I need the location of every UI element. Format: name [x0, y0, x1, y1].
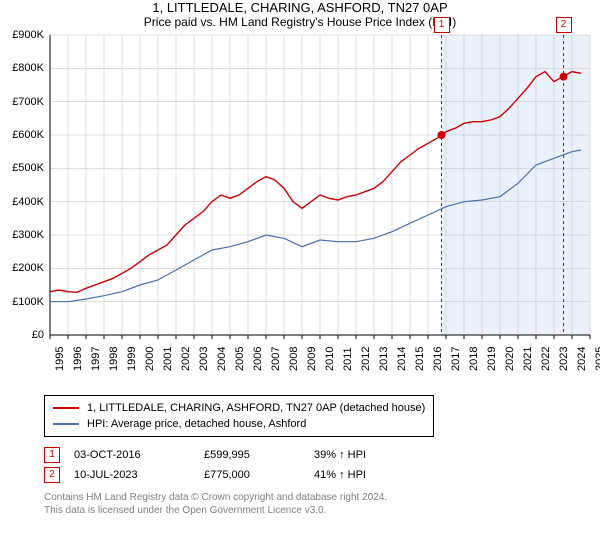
x-axis-label: 2022	[540, 347, 552, 371]
transaction-marker: 1	[44, 447, 60, 463]
legend-label: 1, LITTLEDALE, CHARING, ASHFORD, TN27 0A…	[87, 400, 425, 416]
x-axis-label: 2000	[144, 347, 156, 371]
x-axis-label: 2025	[594, 347, 600, 371]
y-axis-label: £900K	[0, 29, 44, 41]
transaction-pct: 39% ↑ HPI	[314, 449, 414, 461]
x-axis-label: 2010	[324, 347, 336, 371]
y-axis-label: £0	[0, 329, 44, 341]
y-axis-label: £100K	[0, 296, 44, 308]
x-axis-label: 2013	[378, 347, 390, 371]
page-title: 1, LITTLEDALE, CHARING, ASHFORD, TN27 0A…	[0, 0, 600, 15]
y-axis-label: £200K	[0, 262, 44, 274]
legend-swatch	[53, 407, 79, 409]
footer-attribution: Contains HM Land Registry data © Crown c…	[44, 491, 600, 517]
x-axis-label: 2017	[450, 347, 462, 371]
y-axis-label: £600K	[0, 129, 44, 141]
x-axis-label: 2016	[432, 347, 444, 371]
x-axis-label: 1996	[72, 347, 84, 371]
x-axis-label: 1998	[108, 347, 120, 371]
y-axis-label: £300K	[0, 229, 44, 241]
x-axis-label: 2011	[342, 347, 354, 371]
x-axis-label: 2003	[198, 347, 210, 371]
x-axis-label: 2014	[396, 347, 408, 371]
transaction-date: 10-JUL-2023	[74, 469, 204, 481]
x-axis-label: 2012	[360, 347, 372, 371]
chart-legend: 1, LITTLEDALE, CHARING, ASHFORD, TN27 0A…	[44, 395, 434, 437]
legend-item: 1, LITTLEDALE, CHARING, ASHFORD, TN27 0A…	[53, 400, 425, 416]
y-axis-label: £400K	[0, 196, 44, 208]
chart-marker-label: 2	[556, 17, 572, 33]
x-axis-label: 2005	[234, 347, 246, 371]
y-axis-label: £700K	[0, 96, 44, 108]
x-axis-label: 2020	[504, 347, 516, 371]
transaction-row: 2 10-JUL-2023£775,00041% ↑ HPI	[44, 465, 600, 485]
x-axis-label: 1995	[54, 347, 66, 371]
x-axis-label: 2015	[414, 347, 426, 371]
x-axis-label: 2023	[558, 347, 570, 371]
x-axis-label: 2008	[288, 347, 300, 371]
transaction-pct: 41% ↑ HPI	[314, 469, 414, 481]
x-axis-label: 2024	[576, 347, 588, 371]
legend-swatch	[53, 423, 79, 425]
x-axis-label: 2018	[468, 347, 480, 371]
x-axis-label: 2019	[486, 347, 498, 371]
transaction-marker: 2	[44, 467, 60, 483]
x-axis-label: 1997	[90, 347, 102, 371]
transaction-row: 1 03-OCT-2016£599,99539% ↑ HPI	[44, 445, 600, 465]
x-axis-label: 2006	[252, 347, 264, 371]
footer-line: Contains HM Land Registry data © Crown c…	[44, 491, 600, 504]
footer-line: This data is licensed under the Open Gov…	[44, 504, 600, 517]
y-axis-label: £500K	[0, 162, 44, 174]
page-subtitle: Price paid vs. HM Land Registry's House …	[0, 15, 600, 29]
legend-label: HPI: Average price, detached house, Ashf…	[87, 416, 306, 432]
legend-item: HPI: Average price, detached house, Ashf…	[53, 416, 425, 432]
x-axis-label: 2004	[216, 347, 228, 371]
price-chart: £0 £100K £200K £300K £400K £500K £600K £700K £80…	[0, 29, 600, 389]
transaction-price: £599,995	[204, 449, 314, 461]
x-axis-label: 2002	[180, 347, 192, 371]
transaction-date: 03-OCT-2016	[74, 449, 204, 461]
x-axis-label: 2009	[306, 347, 318, 371]
chart-marker-label: 1	[434, 17, 450, 33]
x-axis-label: 2007	[270, 347, 282, 371]
transactions-table: 1 03-OCT-2016£599,99539% ↑ HPI 2 10-JUL-202…	[44, 445, 600, 485]
x-axis-label: 2001	[162, 347, 174, 371]
x-axis-label: 1999	[126, 347, 138, 371]
transaction-price: £775,000	[204, 469, 314, 481]
x-axis-label: 2021	[522, 347, 534, 371]
y-axis-label: £800K	[0, 62, 44, 74]
